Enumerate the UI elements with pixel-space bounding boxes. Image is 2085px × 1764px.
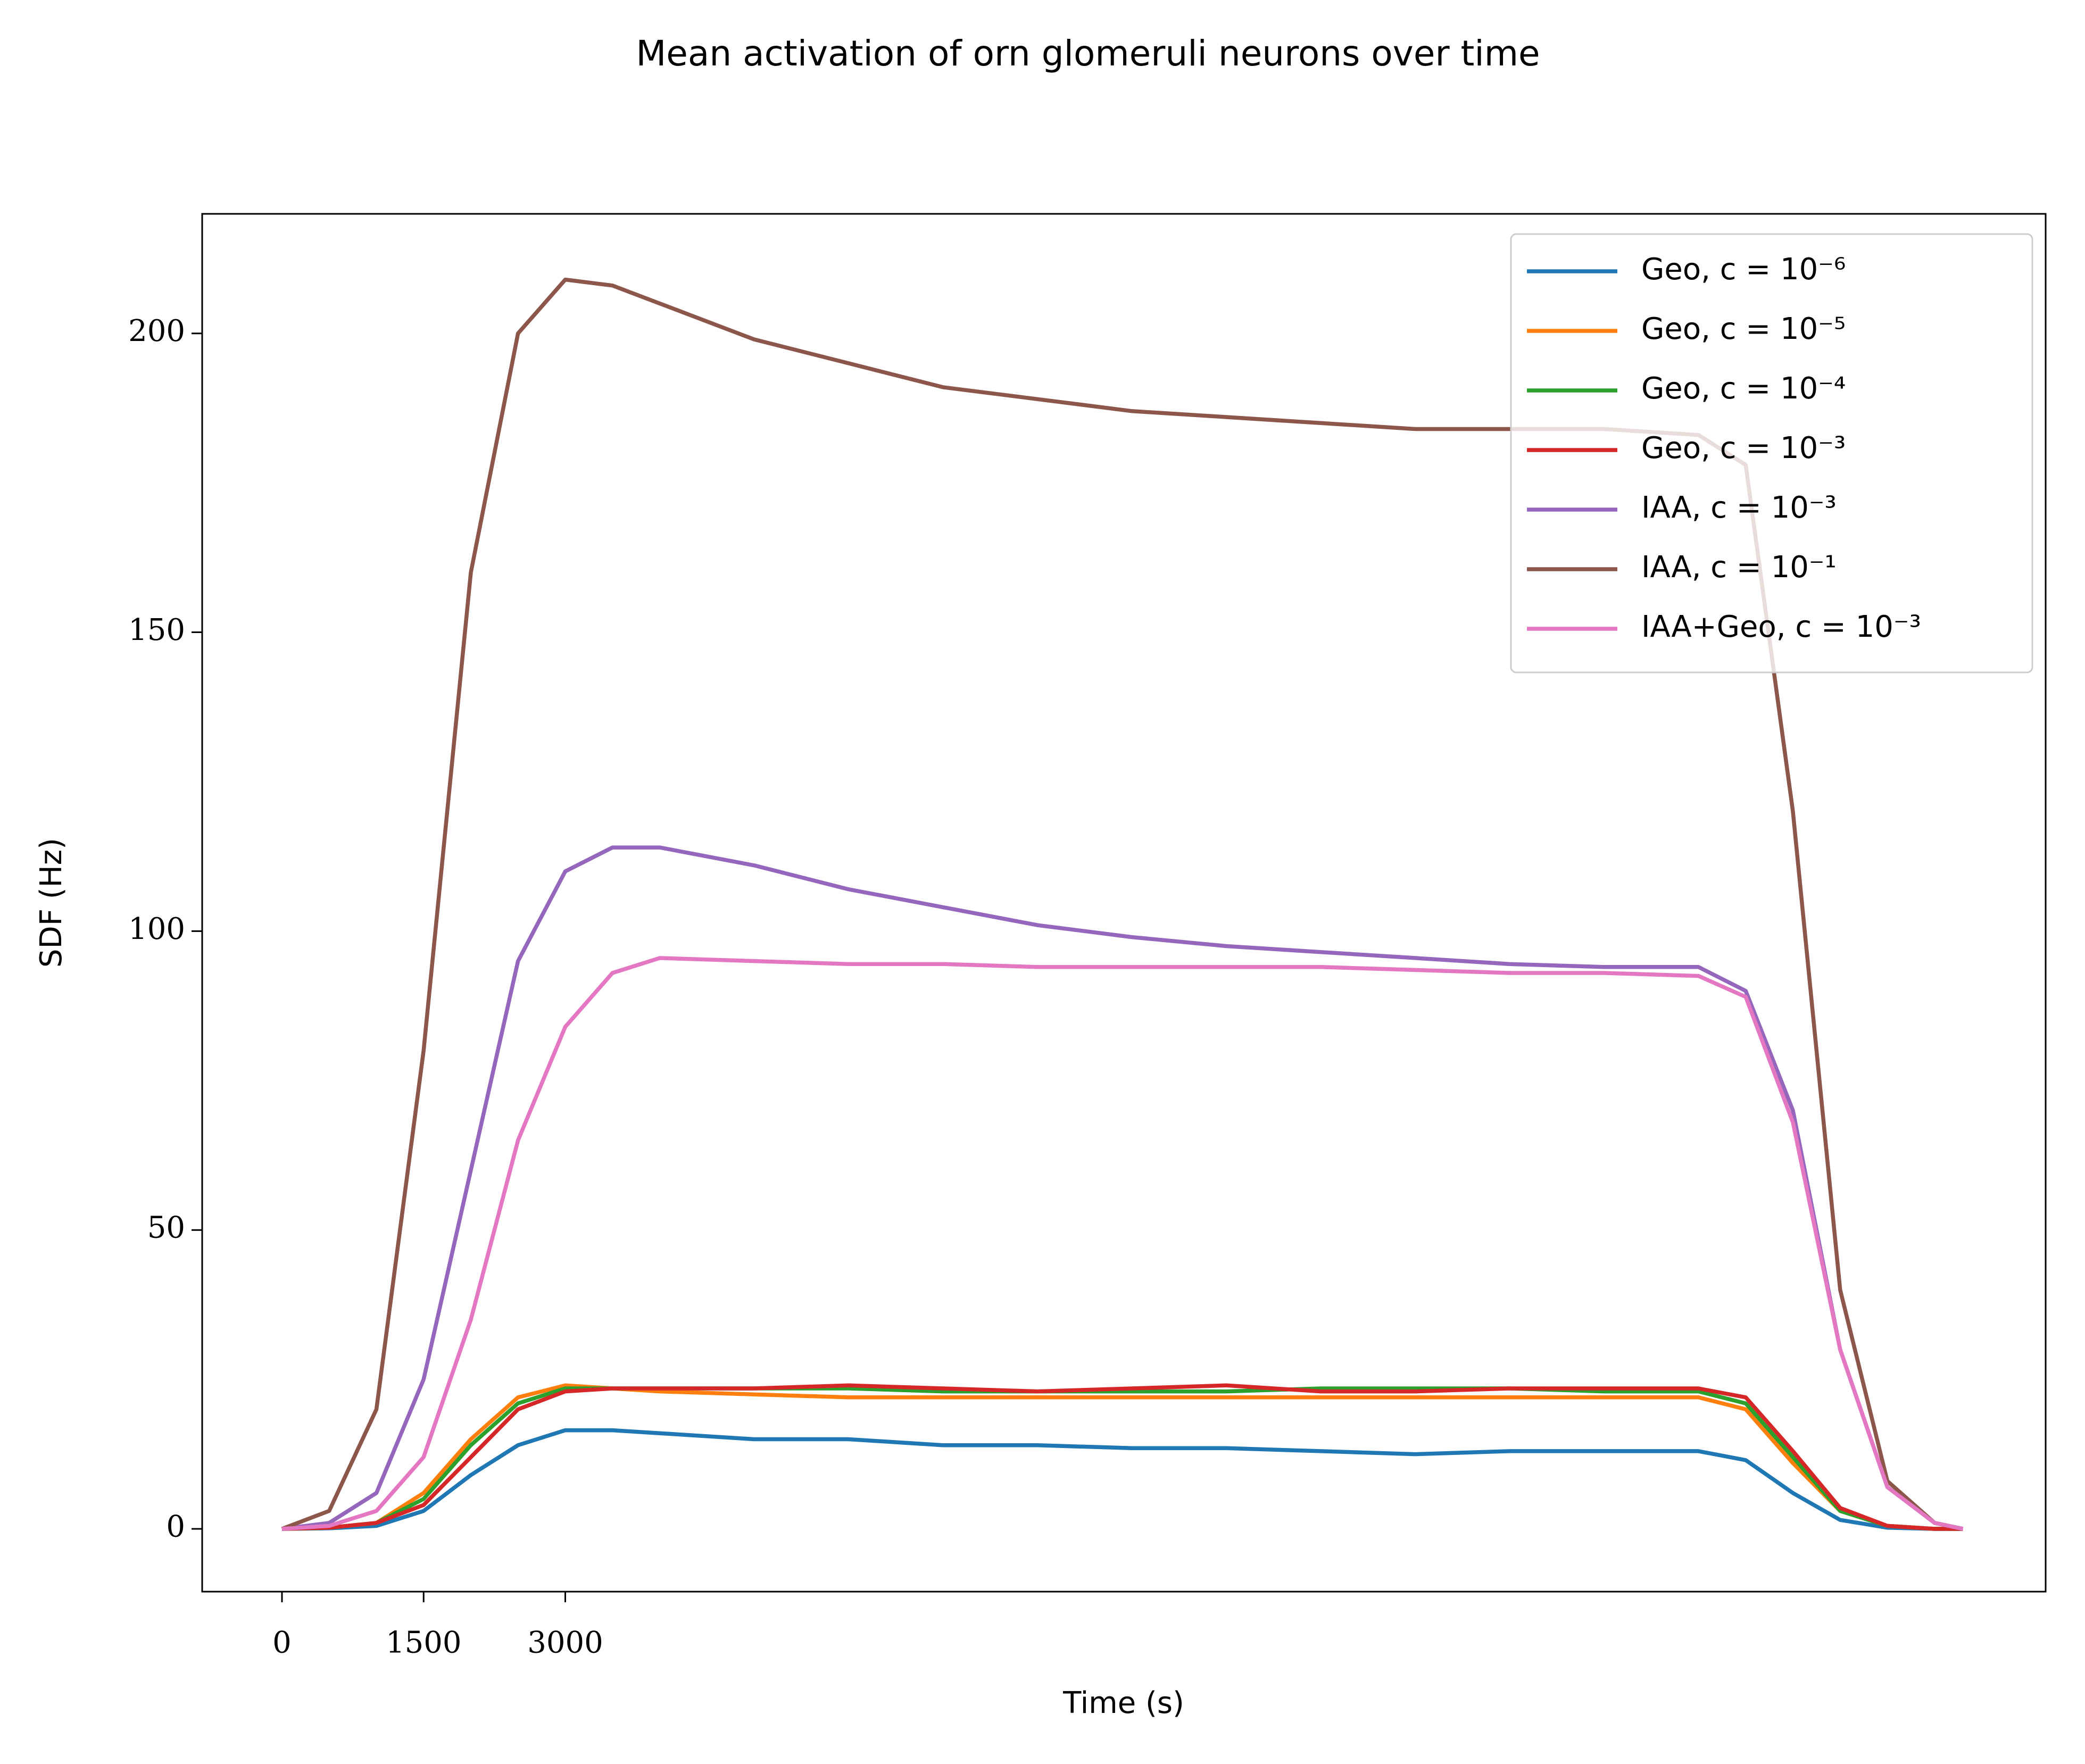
y-tick-label: 200: [128, 314, 185, 348]
y-tick-label: 0: [166, 1510, 185, 1544]
legend-box: [1510, 233, 2033, 673]
series-line: [281, 1428, 1963, 1531]
series-line: [281, 1383, 1963, 1531]
legend-label: IAA, c = 10⁻³: [1641, 490, 1837, 525]
series-line: [281, 277, 1964, 1531]
series-line: [281, 1383, 1963, 1531]
legend-label: Geo, c = 10⁻⁵: [1641, 312, 1846, 346]
x-axis-label: Time (s): [1062, 1686, 1184, 1720]
legend: Geo, c = 10⁻⁶ Geo, c = 10⁻⁵ Geo, c = 10⁻⁴ G…: [1510, 233, 2033, 673]
chart-title: Mean activation of orn glomeruli neurons…: [636, 33, 1540, 74]
x-tick-label: 1500: [386, 1626, 462, 1660]
y-axis-label: SDF (Hz): [34, 838, 69, 968]
series-line: [281, 845, 1964, 1531]
legend-label: Geo, c = 10⁻⁶: [1641, 252, 1846, 287]
legend-label: Geo, c = 10⁻⁴: [1641, 371, 1846, 406]
y-tick-label: 50: [147, 1211, 185, 1245]
legend-label: Geo, c = 10⁻³: [1641, 431, 1846, 465]
plot-frame: [201, 213, 2047, 1593]
y-tick-label: 100: [128, 912, 185, 946]
y-tick-label: 150: [128, 613, 185, 647]
x-tick-label: 0: [272, 1626, 292, 1660]
x-tick-label: 3000: [527, 1626, 603, 1660]
legend-label: IAA, c = 10⁻¹: [1641, 550, 1837, 585]
legend-label: IAA+Geo, c = 10⁻³: [1641, 610, 1921, 644]
series-line: [281, 956, 1964, 1531]
